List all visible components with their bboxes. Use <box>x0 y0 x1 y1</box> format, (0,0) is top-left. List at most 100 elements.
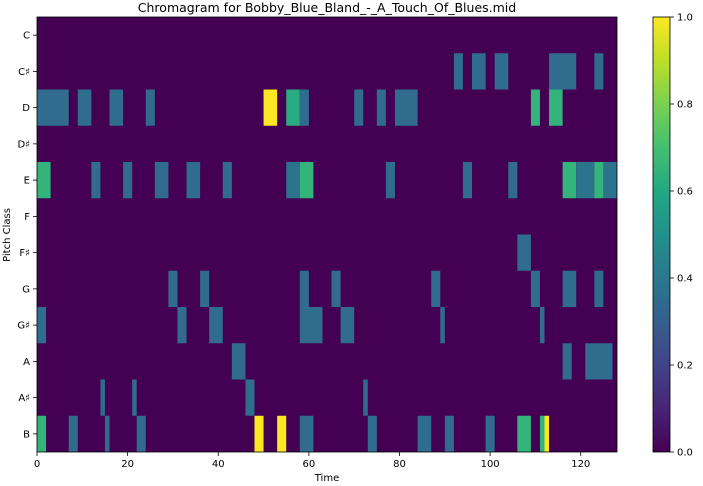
heatmap-cell <box>549 89 563 126</box>
heatmap-cell <box>200 270 210 307</box>
heatmap-cell <box>508 162 518 199</box>
x-tick-label: 20 <box>121 459 134 470</box>
heatmap-cell <box>462 162 472 199</box>
heatmap-cell <box>299 415 314 452</box>
heatmap-cell <box>123 162 133 199</box>
heatmap-cell <box>286 162 300 199</box>
colorbar-ticks: 0.0 0.2 0.4 0.6 0.8 1.0 <box>670 13 693 459</box>
heatmap-cell <box>363 379 368 416</box>
heatmap-cell <box>77 89 92 126</box>
heatmap-cell <box>585 343 613 380</box>
heatmap-cell <box>132 379 137 416</box>
y-tick-label: G♯ <box>17 321 30 332</box>
x-tick-label: 60 <box>303 459 316 470</box>
x-tick-label: 120 <box>571 459 590 470</box>
heatmap-cell <box>254 415 264 452</box>
y-axis-label: Pitch Class <box>2 208 13 262</box>
x-axis: 0 20 40 60 80 100 120 <box>34 452 590 470</box>
heatmap-cell <box>68 415 78 452</box>
heatmap-cell <box>263 89 278 126</box>
y-tick-label: E <box>24 176 30 187</box>
heatmap-cell <box>299 270 309 307</box>
y-axis: C C♯ D D♯ E F F♯ G G♯ A A♯ B <box>17 31 37 440</box>
heatmap-cell <box>562 162 577 199</box>
heatmap-cell <box>154 162 169 199</box>
heatmap-cell <box>145 89 155 126</box>
heatmap-cell <box>440 307 445 344</box>
x-tick-label: 100 <box>481 459 500 470</box>
heatmap-cell <box>517 415 531 452</box>
y-tick-label: A <box>23 357 30 368</box>
heatmap-cell <box>209 307 223 344</box>
heatmap-cell <box>231 343 246 380</box>
y-tick-label: B <box>23 429 30 440</box>
heatmap-cell <box>485 415 495 452</box>
heatmap-cell <box>549 53 577 90</box>
heatmap-cell <box>530 89 540 126</box>
colorbar-tick-label: 0.0 <box>677 448 693 459</box>
y-tick-label: A♯ <box>18 393 30 404</box>
heatmap-cell <box>37 89 69 126</box>
colorbar-tick-label: 0.2 <box>677 361 693 372</box>
heatmap-cell <box>530 270 540 307</box>
heatmap-cell <box>417 415 432 452</box>
heatmap-cell <box>603 162 617 199</box>
heatmap-cell <box>594 270 604 307</box>
heatmap-cell <box>299 307 323 344</box>
heatmap-cell <box>453 53 463 90</box>
colorbar-tick-label: 0.8 <box>677 100 693 111</box>
heatmap-cell <box>168 270 178 307</box>
heatmap-cell <box>544 415 550 452</box>
y-tick-label: C <box>23 31 30 42</box>
heatmap-cell <box>37 307 47 344</box>
y-tick-label: C♯ <box>18 67 30 78</box>
y-tick-label: F♯ <box>19 248 30 259</box>
heatmap-cell <box>340 307 355 344</box>
x-tick-label: 80 <box>393 459 406 470</box>
heatmap-cell <box>299 162 314 199</box>
x-tick-label: 0 <box>34 459 40 470</box>
heatmap-cell <box>354 89 364 126</box>
colorbar-tick-label: 0.4 <box>677 274 693 285</box>
x-axis-label: Time <box>314 473 339 484</box>
heatmap-cell <box>494 53 509 90</box>
heatmap-cell <box>539 415 545 452</box>
heatmap-cell <box>286 89 300 126</box>
y-tick-label: D♯ <box>17 139 30 150</box>
heatmap-cell <box>109 89 124 126</box>
heatmap-cell <box>299 89 309 126</box>
heatmap-cell <box>37 415 47 452</box>
heatmap-cell <box>136 415 146 452</box>
heatmap-cell <box>385 162 395 199</box>
heatmap-cell <box>562 343 572 380</box>
heatmap-cell <box>562 270 577 307</box>
heatmap-cell <box>331 270 341 307</box>
heatmap-cell <box>91 162 101 199</box>
heatmap-plot <box>36 16 618 453</box>
heatmap-cell <box>100 379 105 416</box>
heatmap-cell <box>277 415 287 452</box>
heatmap-cell <box>367 415 377 452</box>
heatmap-cell <box>394 89 418 126</box>
heatmap-cell <box>245 379 255 416</box>
x-tick-label: 40 <box>212 459 225 470</box>
heatmap-cell <box>222 162 232 199</box>
y-tick-label: D <box>22 103 30 114</box>
heatmap-cell <box>376 89 386 126</box>
heatmap-cell <box>594 162 604 199</box>
heatmap-cell <box>472 53 486 90</box>
colorbar-tick-label: 1.0 <box>677 13 693 24</box>
heatmap-cell <box>177 307 187 344</box>
chart-title: Chromagram for Bobby_Blue_Bland_-_A_Touc… <box>138 0 516 15</box>
heatmap-cell <box>539 307 545 344</box>
heatmap-cell <box>37 162 51 199</box>
y-tick-label: F <box>24 212 30 223</box>
heatmap-cell <box>444 415 454 452</box>
heatmap-cell <box>431 270 441 307</box>
y-tick-label: G <box>22 284 30 295</box>
plot-frame <box>36 16 618 453</box>
colorbar-tick-label: 0.6 <box>677 187 693 198</box>
heatmap-cell <box>104 415 110 452</box>
colorbar <box>652 16 671 453</box>
